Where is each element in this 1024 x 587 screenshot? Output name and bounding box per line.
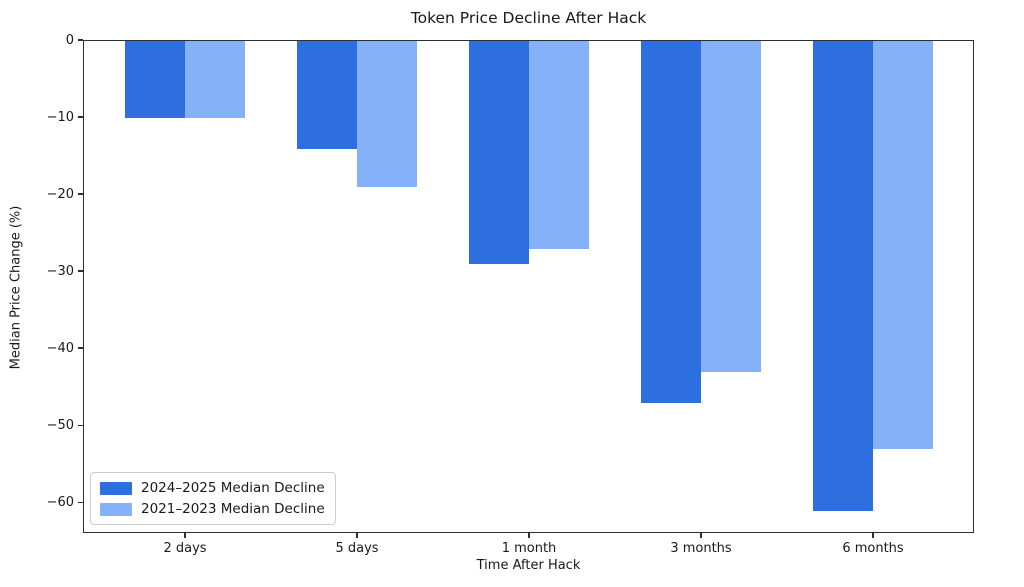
x-tick-mark [700,533,702,538]
y-tick-label: −30 [46,263,74,279]
x-tick-mark [356,533,358,538]
bar-5-days-series-1 [357,41,417,188]
bar-2-days-series-1 [185,41,245,118]
y-tick-mark [78,39,83,41]
plot-area: 2024–2025 Median Decline 2021–2023 Media… [83,40,974,533]
bar-3-months-series-1 [701,41,761,373]
x-axis-label: Time After Hack [476,558,581,573]
y-tick-mark [78,424,83,426]
x-tick-label: 1 month [501,541,557,556]
y-tick-mark [78,501,83,503]
x-tick-mark [528,533,530,538]
bar-2-days-series-0 [125,41,185,118]
legend-swatch-2024-2025 [100,481,132,495]
x-tick-mark [872,533,874,538]
bar-6-months-series-0 [813,41,873,511]
legend-item-2024-2025: 2024–2025 Median Decline [100,480,325,496]
x-tick-label: 5 days [335,541,379,556]
y-tick-mark [78,347,83,349]
bar-6-months-series-1 [873,41,933,450]
chart-title: Token Price Decline After Hack [410,9,647,27]
y-axis-label: Median Price Change (%) [8,205,24,370]
y-tick-label: −50 [46,417,74,433]
bar-3-months-series-0 [641,41,701,403]
y-tick-label: −10 [46,109,74,125]
x-tick-label: 6 months [842,541,904,556]
y-tick-mark [78,270,83,272]
x-tick-mark [184,533,186,538]
y-tick-mark [78,193,83,195]
y-tick-label: 0 [65,32,74,48]
legend-label-2021-2023: 2021–2023 Median Decline [141,501,325,517]
y-tick-label: −60 [46,494,74,510]
legend: 2024–2025 Median Decline 2021–2023 Media… [90,472,336,525]
legend-item-2021-2023: 2021–2023 Median Decline [100,501,325,517]
legend-swatch-2021-2023 [100,502,132,516]
y-tick-label: −40 [46,340,74,356]
bar-1-month-series-0 [469,41,529,265]
x-tick-label: 3 months [670,541,732,556]
bar-5-days-series-0 [297,41,357,149]
x-tick-label: 2 days [163,541,207,556]
y-tick-mark [78,116,83,118]
y-tick-label: −20 [46,186,74,202]
legend-label-2024-2025: 2024–2025 Median Decline [141,480,325,496]
bar-1-month-series-1 [529,41,589,249]
